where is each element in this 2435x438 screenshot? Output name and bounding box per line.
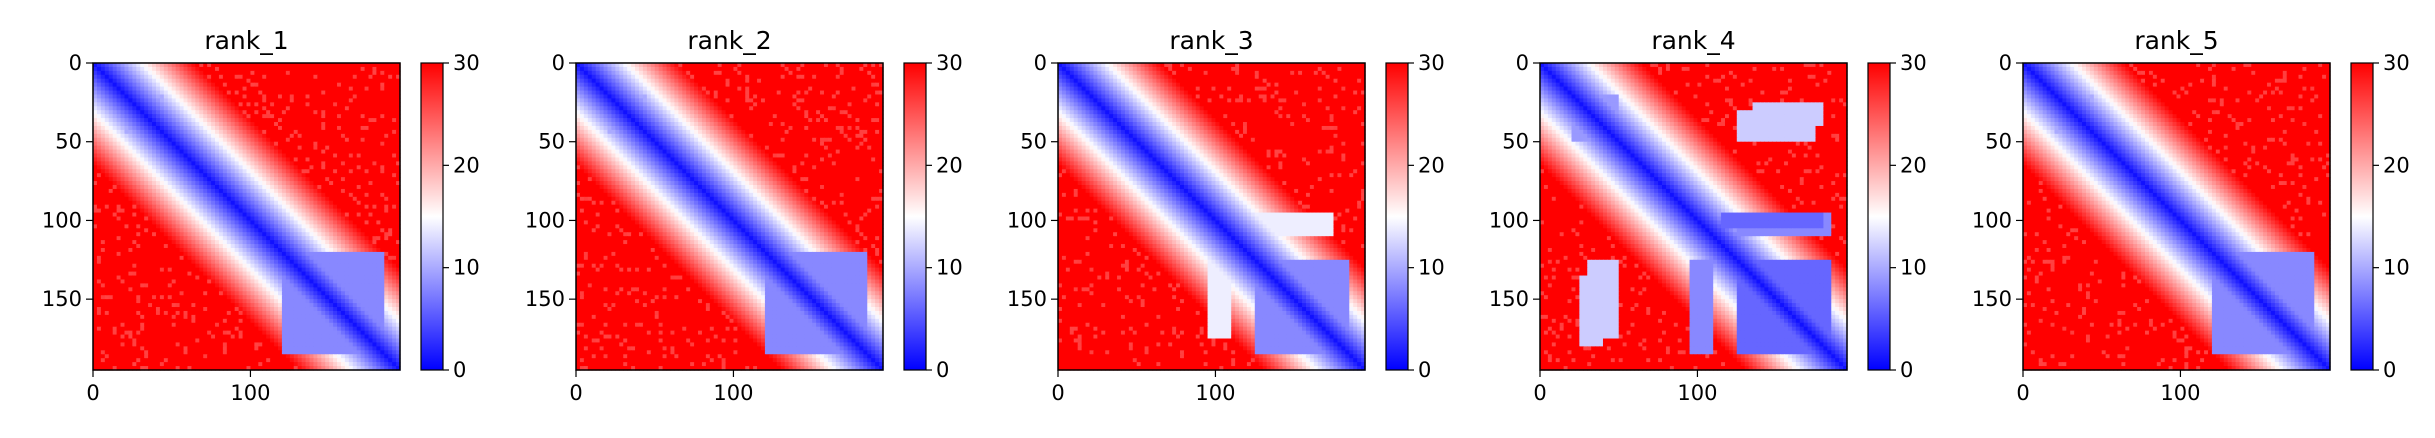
colorbar-tick-label: 10 (936, 256, 963, 280)
y-tick-label: 100 (1007, 208, 1047, 232)
y-tick-label: 100 (1489, 208, 1529, 232)
colorbar-tick-label: 20 (1900, 153, 1927, 177)
colorbar-tick-label: 30 (2383, 51, 2410, 75)
colorbar-tick-label: 0 (453, 358, 466, 382)
x-tick-label: 100 (230, 381, 270, 405)
heatmap-image (1540, 63, 1848, 371)
heatmap-panel: rank_2 0 50 100 150 0 100 0 10 20 30 (525, 26, 963, 405)
y-tick-label: 0 (1999, 51, 2012, 75)
colorbar-tick-label: 30 (453, 51, 480, 75)
colorbar (421, 63, 443, 370)
y-tick-label: 150 (1489, 287, 1529, 311)
heatmap-panel: rank_5 0 50 100 150 0 100 0 10 20 30 (1972, 26, 2410, 405)
colorbar-tick-label: 0 (1900, 358, 1913, 382)
colorbar-tick-label: 10 (2383, 256, 2410, 280)
colorbar-tick-label: 10 (1900, 256, 1927, 280)
colorbar-tick-label: 20 (1418, 153, 1445, 177)
y-tick-label: 50 (538, 130, 565, 154)
heatmap-panel: rank_3 0 50 100 150 0 100 0 10 20 30 (1007, 26, 1445, 405)
heatmap-panel: rank_4 0 50 100 150 0 100 0 10 20 30 (1489, 26, 1927, 405)
heatmap-image (1058, 63, 1366, 371)
y-tick-label: 150 (525, 287, 565, 311)
y-tick-label: 100 (1972, 208, 2012, 232)
x-tick-label: 0 (86, 381, 99, 405)
x-tick-label: 0 (569, 381, 582, 405)
heatmap-image (576, 63, 884, 371)
x-tick-label: 100 (1677, 381, 1717, 405)
x-tick-label: 100 (713, 381, 753, 405)
y-tick-label: 50 (55, 130, 82, 154)
colorbar (1868, 63, 1890, 370)
colorbar-tick-label: 0 (2383, 358, 2396, 382)
colorbar-tick-label: 30 (1418, 51, 1445, 75)
y-tick-label: 0 (552, 51, 565, 75)
y-tick-label: 150 (1972, 287, 2012, 311)
chart-title: rank_5 (2134, 26, 2218, 55)
x-tick-label: 0 (2016, 381, 2029, 405)
x-tick-label: 0 (1533, 381, 1546, 405)
y-tick-label: 0 (1034, 51, 1047, 75)
x-tick-label: 0 (1051, 381, 1064, 405)
colorbar-tick-label: 10 (1418, 256, 1445, 280)
y-tick-label: 150 (42, 287, 82, 311)
y-tick-label: 100 (525, 208, 565, 232)
heatmap-image (93, 63, 401, 371)
y-tick-label: 50 (1020, 130, 1047, 154)
x-tick-label: 100 (1195, 381, 1235, 405)
colorbar-tick-label: 0 (936, 358, 949, 382)
chart-title: rank_3 (1169, 26, 1253, 55)
y-tick-label: 50 (1502, 130, 1529, 154)
colorbar (1386, 63, 1408, 370)
heatmap-image (2023, 63, 2331, 371)
y-tick-label: 150 (1007, 287, 1047, 311)
colorbar-tick-label: 30 (1900, 51, 1927, 75)
heatmap-panel: rank_1 0 50 100 150 0 100 0 10 20 30 (42, 26, 480, 405)
colorbar-tick-label: 20 (453, 153, 480, 177)
chart-title: rank_2 (687, 26, 771, 55)
colorbar-tick-label: 20 (936, 153, 963, 177)
colorbar-tick-label: 10 (453, 256, 480, 280)
chart-title: rank_4 (1651, 26, 1735, 55)
colorbar-tick-label: 0 (1418, 358, 1431, 382)
y-tick-label: 0 (1516, 51, 1529, 75)
y-tick-label: 50 (1985, 130, 2012, 154)
y-tick-label: 0 (69, 51, 82, 75)
x-tick-label: 100 (2160, 381, 2200, 405)
y-tick-label: 100 (42, 208, 82, 232)
colorbar-tick-label: 20 (2383, 153, 2410, 177)
colorbar-tick-label: 30 (936, 51, 963, 75)
colorbar (904, 63, 926, 370)
chart-title: rank_1 (204, 26, 288, 55)
colorbar (2351, 63, 2373, 370)
